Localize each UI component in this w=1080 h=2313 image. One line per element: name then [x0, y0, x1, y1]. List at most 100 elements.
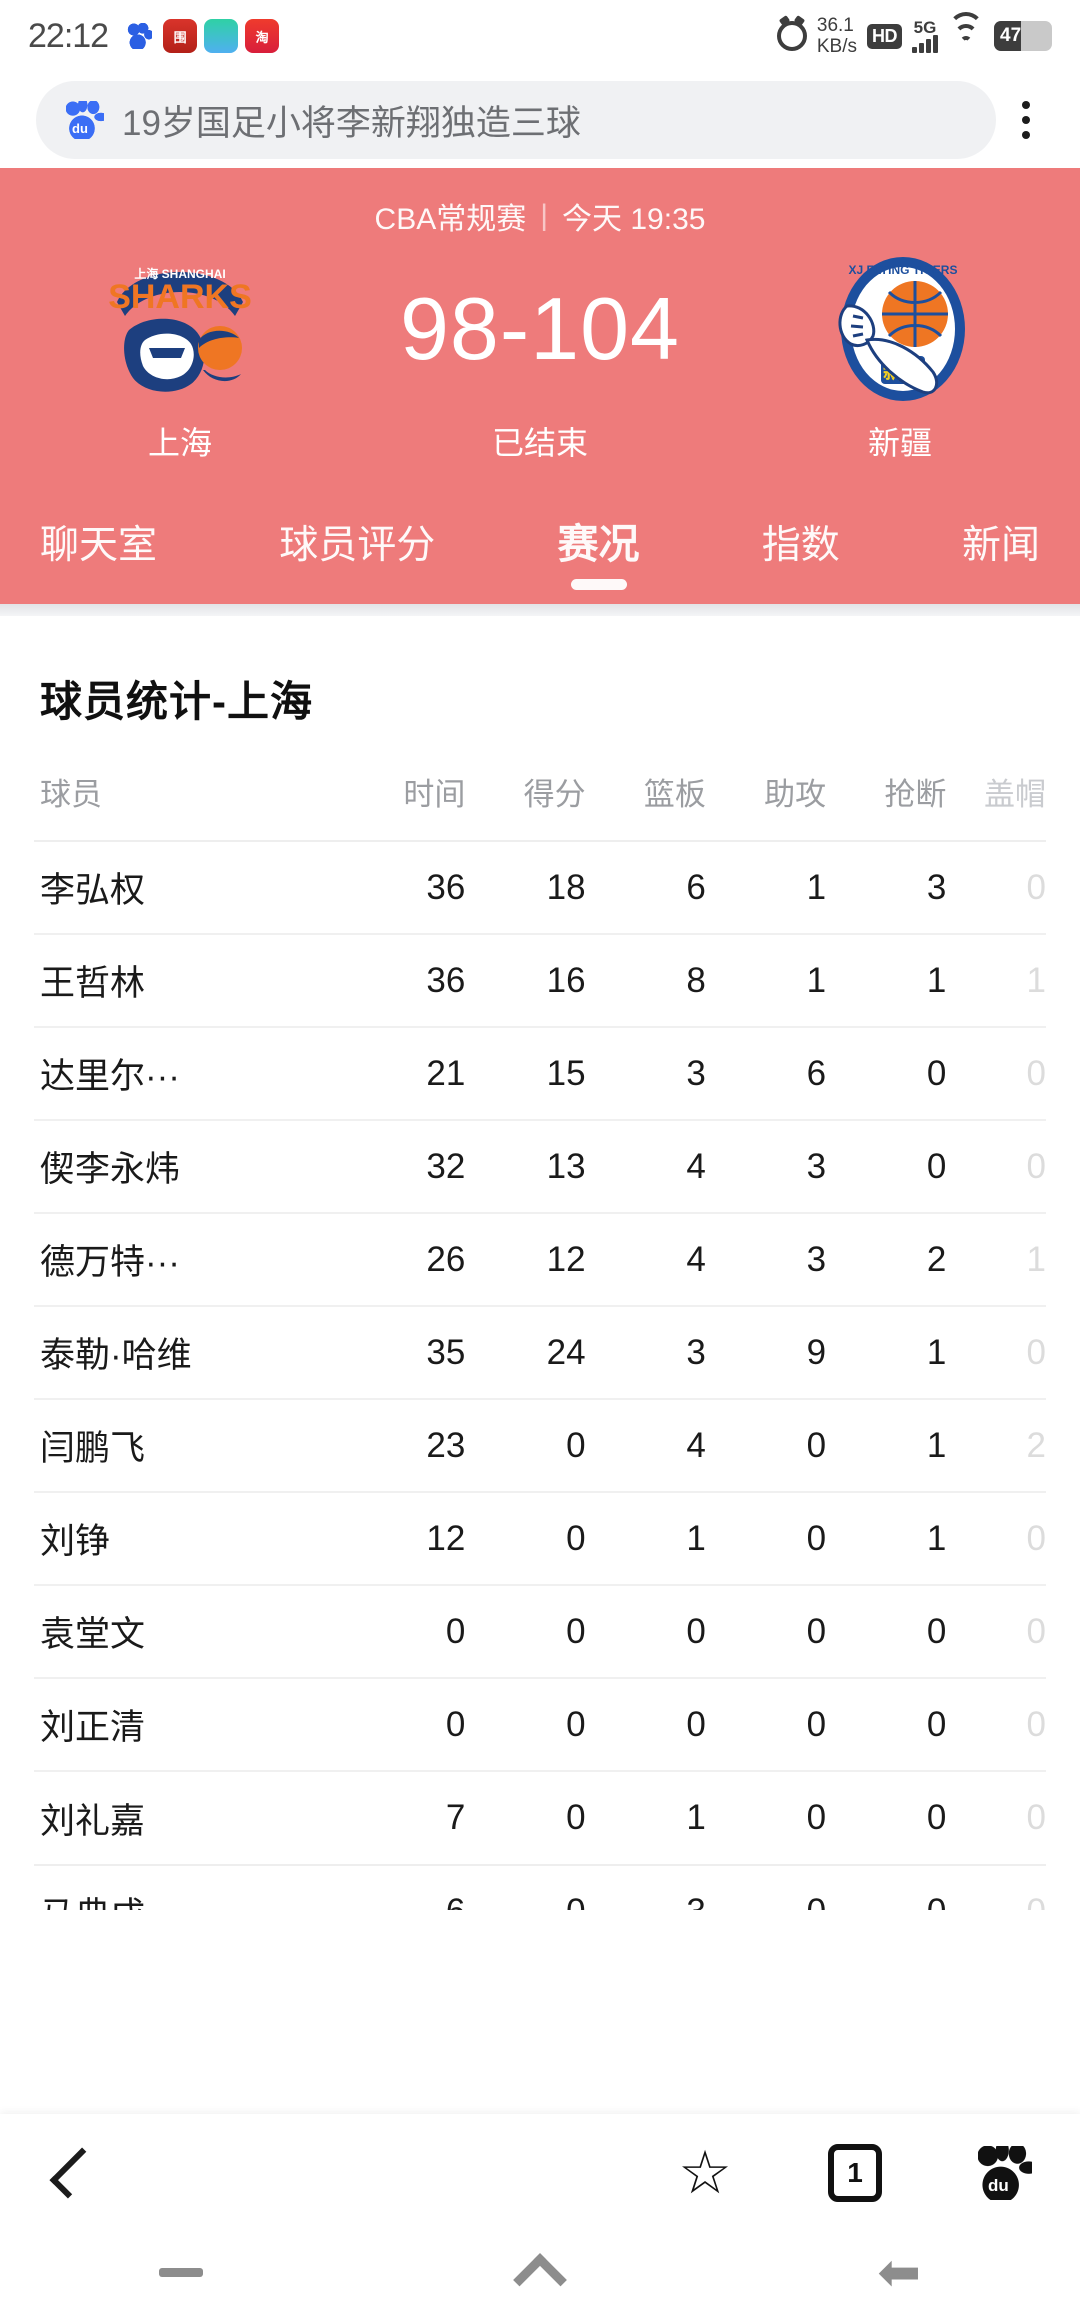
- page-title: 球员统计-上海: [40, 678, 313, 725]
- table-row[interactable]: 偰李永炜 32 13 4 3 0 0: [34, 1119, 1046, 1213]
- league-separator: |: [540, 199, 549, 232]
- wifi-icon: [948, 12, 984, 50]
- team-names-row: 上海 已结束 新疆: [0, 418, 1080, 486]
- cell-blocks: 0: [946, 1584, 1046, 1678]
- table-row[interactable]: 闫鹏飞 23 0 4 0 1 2: [34, 1398, 1046, 1492]
- player-stats-section: 球员统计-上海 球员 时间 得分 篮板 助攻 抢断 盖帽 李弘权 36 18 6: [0, 616, 1080, 1910]
- baidu-paw-icon: [66, 101, 104, 139]
- cell-rebounds: 4: [585, 1119, 706, 1213]
- cell-player-name: 泰勒·哈维: [34, 1305, 346, 1399]
- cell-points: 0: [465, 1491, 586, 1585]
- cell-minutes: 21: [345, 1026, 466, 1120]
- cell-rebounds: 1: [585, 1491, 706, 1585]
- tab-label: 聊天室: [40, 524, 158, 567]
- more-options-icon[interactable]: [996, 81, 1056, 159]
- match-header: CBA常规赛 | 今天 19:35 SHARKS 上海 SHANGHAI 98-…: [0, 168, 1080, 604]
- network-type-label: 5G: [913, 17, 937, 37]
- cell-blocks: 0: [946, 1677, 1046, 1771]
- battery-icon: 47: [994, 21, 1052, 51]
- tabs-button[interactable]: 1: [780, 2144, 930, 2202]
- back-chevron-icon: [49, 2147, 101, 2199]
- status-bar-clock: 22:12: [28, 16, 109, 55]
- cell-player-name: 偰李永炜: [34, 1119, 346, 1213]
- favorite-button[interactable]: ☆: [630, 2143, 780, 2203]
- cell-blocks: 0: [946, 1491, 1046, 1585]
- cell-steals: 0: [826, 1584, 947, 1678]
- cell-assists: 0: [705, 1398, 827, 1492]
- column-header-points[interactable]: 得分: [523, 777, 586, 812]
- cell-minutes: 35: [345, 1305, 466, 1399]
- cell-blocks: 0: [946, 1026, 1046, 1120]
- tab-label: 指数: [761, 524, 840, 567]
- away-team[interactable]: XJ FLYING TIGERS 新疆: [750, 244, 1050, 414]
- status-bar-indicators: 36.1 KB/s HD 5G 47: [776, 12, 1052, 57]
- baidu-paw-icon: [978, 2146, 1032, 2200]
- tabs-icon: 1: [828, 2144, 882, 2202]
- league-line: CBA常规赛 | 今天 19:35: [0, 194, 1080, 238]
- xinjiang-flying-tigers-logo: XJ FLYING TIGERS 新疆: [807, 244, 993, 414]
- tab-index[interactable]: 指数: [762, 514, 840, 604]
- back-icon[interactable]: ⬅: [877, 2243, 921, 2302]
- svg-text:上海 SHANGHAI: 上海 SHANGHAI: [134, 266, 225, 281]
- table-row[interactable]: 李弘权 36 18 6 1 3 0: [34, 840, 1046, 934]
- cell-minutes: 23: [345, 1398, 466, 1492]
- cell-blocks: 0: [946, 1305, 1046, 1399]
- column-header-player[interactable]: 球员: [40, 777, 102, 812]
- cell-steals: 1: [826, 1491, 947, 1585]
- baidu-icon: [122, 19, 157, 53]
- taobao-icon: 淘: [245, 19, 280, 53]
- battery-percent: 47: [1000, 25, 1022, 46]
- cell-player-name: 刘礼嘉: [34, 1770, 346, 1864]
- star-icon: ☆: [678, 2139, 732, 2206]
- column-header-steals[interactable]: 抢断: [884, 777, 947, 812]
- cell-minutes: 36: [345, 933, 466, 1027]
- column-header-assists[interactable]: 助攻: [764, 777, 827, 812]
- tab-match-status[interactable]: 赛况: [558, 510, 640, 604]
- cell-blocks: 2: [946, 1398, 1046, 1492]
- cell-points: 0: [465, 1770, 586, 1864]
- table-row[interactable]: 刘礼嘉 7 0 1 0 0 0: [34, 1770, 1046, 1864]
- cell-player-name: 马典成: [34, 1864, 346, 1910]
- table-row[interactable]: 泰勒·哈维 35 24 3 9 1 0: [34, 1305, 1046, 1399]
- cell-rebounds: 8: [585, 933, 706, 1027]
- baidu-home-button[interactable]: [930, 2146, 1080, 2200]
- cell-minutes: 12: [345, 1491, 466, 1585]
- cell-player-name: 德万特···: [34, 1212, 346, 1306]
- cell-blocks: 1: [946, 1212, 1046, 1306]
- tab-chatroom[interactable]: 聊天室: [40, 514, 157, 604]
- hd-icon: HD: [867, 23, 902, 49]
- table-row[interactable]: 王哲林 36 16 8 1 1 1: [34, 933, 1046, 1027]
- svg-text:XJ FLYING TIGERS: XJ FLYING TIGERS: [849, 263, 958, 277]
- search-input[interactable]: 19岁国足小将李新翔独造三球: [36, 81, 996, 159]
- table-row[interactable]: 德万特··· 26 12 4 3 2 1: [34, 1212, 1046, 1306]
- table-row[interactable]: 达里尔··· 21 15 3 6 0 0: [34, 1026, 1046, 1120]
- cell-steals: 1: [826, 1305, 947, 1399]
- cell-minutes: 32: [345, 1119, 466, 1213]
- column-header-minutes[interactable]: 时间: [403, 777, 466, 812]
- tab-player-rating[interactable]: 球员评分: [279, 514, 435, 604]
- match-status: 已结束: [491, 425, 588, 461]
- cell-blocks: 1: [946, 933, 1046, 1027]
- column-header-rebounds[interactable]: 篮板: [643, 777, 706, 812]
- table-row[interactable]: 刘正清 0 0 0 0 0 0: [34, 1677, 1046, 1771]
- table-row[interactable]: 袁堂文 0 0 0 0 0 0: [34, 1584, 1046, 1678]
- cell-player-name: 李弘权: [34, 840, 346, 934]
- back-button[interactable]: [0, 2147, 150, 2199]
- svg-text:SHARKS: SHARKS: [108, 278, 252, 316]
- cell-steals: 0: [826, 1677, 947, 1771]
- tab-news[interactable]: 新闻: [962, 514, 1040, 604]
- cell-assists: 0: [705, 1770, 827, 1864]
- cell-steals: 0: [826, 1119, 947, 1213]
- column-header-blocks[interactable]: 盖帽: [984, 777, 1046, 812]
- cell-assists: 0: [705, 1491, 827, 1585]
- recents-icon[interactable]: [159, 2268, 204, 2277]
- cell-points: 24: [465, 1305, 586, 1399]
- home-icon[interactable]: [513, 2252, 568, 2307]
- table-row[interactable]: 刘铮 12 0 1 0 1 0: [34, 1491, 1046, 1585]
- home-team[interactable]: SHARKS 上海 SHANGHAI: [30, 244, 330, 414]
- cell-rebounds: 3: [585, 1305, 706, 1399]
- cell-assists: 0: [705, 1864, 827, 1910]
- table-row-partial[interactable]: 马典成 6 0 3 0 0 0: [34, 1864, 1046, 1910]
- match-datetime: 今天 19:35: [562, 203, 706, 236]
- status-bar: 22:12 围 淘 36.1 KB/s HD 5G 47: [0, 0, 1080, 72]
